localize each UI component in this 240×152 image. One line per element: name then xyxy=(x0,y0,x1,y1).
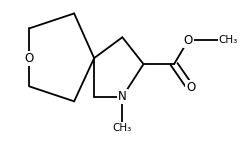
Text: CH₃: CH₃ xyxy=(113,123,132,133)
Text: O: O xyxy=(184,34,193,47)
Text: N: N xyxy=(118,90,127,103)
Text: O: O xyxy=(25,52,34,65)
Text: CH₃: CH₃ xyxy=(219,35,238,45)
Text: O: O xyxy=(186,81,195,94)
